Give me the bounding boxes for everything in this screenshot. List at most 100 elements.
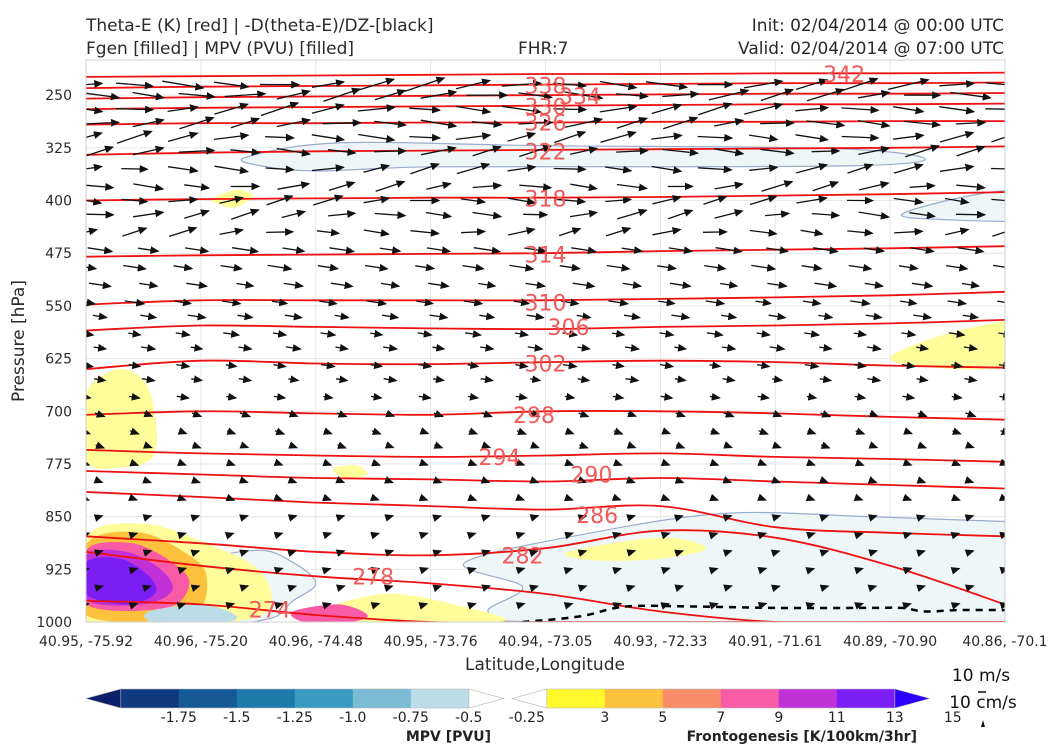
wind-vector: [238, 476, 249, 484]
colorbar-extension-left: [84, 688, 122, 709]
wind-vector: [311, 103, 345, 114]
wind-vector: [129, 427, 140, 435]
colorbar-tick-label: -1.5: [223, 710, 250, 726]
wind-vector: [384, 514, 395, 522]
wind-vector: [472, 211, 503, 220]
wind-vector: [757, 361, 771, 370]
wind-vector: [955, 210, 987, 219]
colorbar-tick-label: 15: [944, 710, 962, 726]
wind-vector: [121, 165, 149, 173]
y-axis-label: Pressure [hPa]: [9, 280, 29, 402]
wind-vector: [128, 329, 142, 338]
wind-vector: [426, 181, 452, 190]
wind-vector: [748, 134, 779, 143]
y-tick-label: 700: [45, 404, 72, 420]
wind-vector: [366, 298, 388, 307]
wind-vector: [612, 567, 623, 575]
wind-vector: [714, 209, 744, 219]
wind-vector: [553, 81, 588, 90]
theta-e-contour-306: [86, 319, 1005, 332]
wind-vector: [944, 227, 970, 236]
wind-vector: [964, 584, 975, 592]
wind-vector: [231, 246, 260, 255]
wind-vector: [916, 375, 929, 384]
wind-vector: [659, 329, 675, 338]
wind-vector: [313, 194, 344, 206]
wind-vector: [847, 163, 874, 174]
wind-vectors: [86, 76, 1005, 610]
wind-vector: [819, 476, 829, 484]
wind-vector: [605, 226, 632, 237]
wind-vector: [86, 80, 104, 88]
wind-vector: [645, 81, 689, 91]
wind-vector: [328, 210, 357, 218]
wind-vector: [864, 281, 884, 289]
wind-vector: [169, 226, 198, 238]
wind-vector: [902, 393, 916, 401]
wind-vector: [660, 393, 674, 401]
contour-label: 302: [525, 352, 567, 377]
wind-vector: [674, 584, 685, 592]
wind-vector: [964, 375, 978, 384]
wind-vector: [271, 298, 289, 307]
wind-vector: [328, 181, 356, 192]
wind-vector: [819, 375, 833, 384]
wind-vector: [224, 532, 235, 540]
theta-e-contour-294: [86, 449, 1005, 463]
wind-vector: [626, 549, 637, 557]
wind-vector: [87, 246, 114, 255]
wind-vector: [317, 263, 339, 272]
fgen-colorbar-title: Frontogenesis [K/100km/3hr]: [687, 729, 917, 745]
wind-vector: [226, 427, 237, 435]
wind-vector: [758, 427, 769, 435]
wind-vector: [674, 476, 685, 484]
wind-vector: [572, 281, 596, 290]
wind-vector: [322, 531, 333, 540]
wind-vector: [191, 441, 202, 449]
wind-vector: [176, 602, 187, 610]
wind-vector: [893, 163, 924, 174]
wind-vector: [722, 375, 736, 384]
wind-vector: [237, 312, 254, 321]
wind-vector: [624, 344, 641, 352]
wind-vector: [863, 246, 886, 254]
wind-vector: [706, 330, 724, 338]
wind-vector: [710, 427, 721, 435]
wind-vector: [770, 549, 781, 558]
wind-vector: [238, 343, 253, 352]
wind-vector: [132, 145, 165, 156]
wind-vector: [86, 330, 95, 338]
filled-region: [564, 537, 707, 561]
wind-vector: [999, 393, 1005, 401]
filled-region: [240, 141, 927, 172]
wind-vector: [715, 246, 743, 255]
wind-vector: [184, 246, 210, 255]
wind-vector: [554, 197, 587, 206]
wind-vector: [611, 329, 626, 338]
wind-vector: [674, 375, 687, 384]
wind-vector: [565, 392, 576, 401]
colorbar-swatch: [604, 689, 664, 708]
wind-vector: [273, 361, 287, 370]
contour-label: 278: [352, 565, 394, 590]
fgen-colorbar: 3 5 7 9 11 13 15: [510, 688, 962, 726]
wind-vector: [370, 567, 381, 575]
wind-vector: [806, 88, 845, 102]
wind-vector: [190, 476, 201, 484]
wind-vector: [771, 441, 782, 449]
wind-vector: [86, 531, 91, 540]
wind-vector: [697, 165, 733, 174]
filled-region: [86, 369, 157, 469]
wind-vector: [757, 602, 768, 610]
wind-vector: [409, 133, 442, 142]
wind-vector: [330, 281, 354, 290]
init-time: Init: 02/04/2014 @ 00:00 UTC: [752, 16, 1004, 36]
wind-vector: [917, 410, 928, 418]
wind-vector: [804, 330, 821, 338]
wind-vector: [371, 427, 382, 435]
wind-vector: [999, 458, 1005, 466]
wind-vector: [651, 132, 683, 141]
wind-vector: [168, 196, 199, 204]
colorbar-outline: [546, 688, 896, 709]
